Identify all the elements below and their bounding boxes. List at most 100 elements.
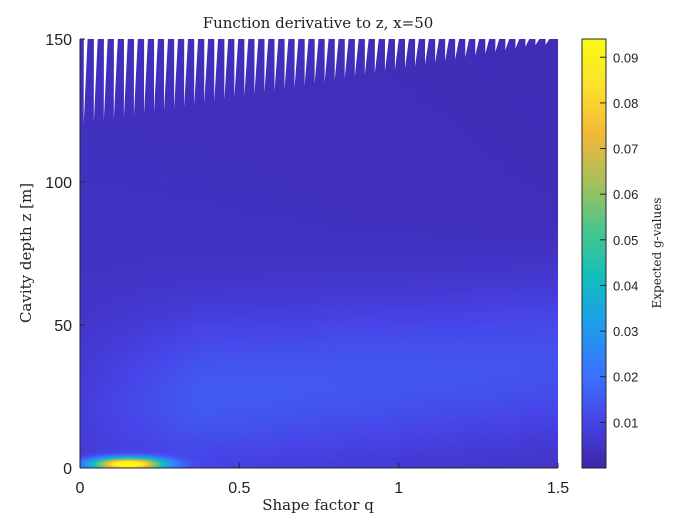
heat-cell xyxy=(329,339,336,346)
heat-cell xyxy=(473,425,479,432)
heat-cell xyxy=(319,409,325,415)
heat-cell xyxy=(313,441,320,448)
heat-cell xyxy=(483,194,490,201)
heat-cell xyxy=(239,403,246,410)
heat-cell xyxy=(552,205,558,212)
heat-cell xyxy=(462,339,469,346)
heat-cell xyxy=(483,296,490,303)
heat-cell xyxy=(494,301,501,308)
heat-cell xyxy=(542,333,548,340)
heat-cell xyxy=(244,167,251,174)
heat-cell xyxy=(382,285,389,292)
heat-cell xyxy=(287,291,294,297)
heat-cell xyxy=(526,371,533,378)
heat-cell xyxy=(388,387,394,394)
heat-cell xyxy=(451,178,458,185)
heat-cell xyxy=(531,199,538,206)
heat-cell xyxy=(457,441,463,448)
heat-cell xyxy=(159,392,166,399)
heat-cell xyxy=(106,435,113,442)
heat-cell xyxy=(276,403,283,410)
heat-cell xyxy=(223,167,230,174)
heat-cell xyxy=(350,376,357,383)
heat-cell xyxy=(244,189,251,196)
heat-cell xyxy=(239,376,246,383)
heat-cell xyxy=(143,253,150,260)
heat-cell xyxy=(175,387,182,394)
heat-cell xyxy=(111,183,118,190)
heat-cell xyxy=(234,425,240,432)
heat-cell xyxy=(271,339,278,346)
heat-cell xyxy=(180,376,187,383)
heat-cell xyxy=(196,178,203,185)
heat-cell xyxy=(329,398,336,405)
heat-cell xyxy=(520,457,527,464)
heat-cell xyxy=(488,301,495,308)
heat-cell xyxy=(520,414,527,421)
heat-cell xyxy=(531,274,538,281)
heat-cell xyxy=(260,366,267,373)
heat-cell xyxy=(297,355,304,362)
heat-cell xyxy=(191,301,198,308)
heat-cell xyxy=(170,285,177,292)
heat-cell xyxy=(398,291,405,297)
heat-cell xyxy=(467,451,474,458)
heat-cell xyxy=(510,189,517,196)
heat-cell xyxy=(409,366,416,373)
heat-cell xyxy=(478,296,485,303)
heat-cell xyxy=(297,312,304,319)
heat-cell xyxy=(366,366,373,373)
heat-cell xyxy=(473,366,479,373)
heat-cell xyxy=(324,291,331,297)
heat-cell xyxy=(265,414,272,421)
heat-cell xyxy=(154,392,161,399)
heat-cell xyxy=(180,414,187,421)
heat-cell xyxy=(170,237,177,244)
heat-cell xyxy=(504,248,511,255)
heat-cell xyxy=(138,226,145,233)
heat-cell xyxy=(180,307,187,314)
heat-cell xyxy=(542,237,548,244)
heat-cell xyxy=(526,274,533,281)
heat-cell xyxy=(446,323,453,330)
heat-cell xyxy=(196,183,203,190)
heat-cell xyxy=(90,350,97,356)
heat-cell xyxy=(356,328,363,335)
heat-cell xyxy=(159,441,166,448)
heat-cell xyxy=(239,323,246,330)
heat-cell xyxy=(202,387,209,394)
heat-cell xyxy=(499,274,506,281)
heat-cell xyxy=(271,280,278,287)
heat-cell xyxy=(552,339,558,346)
heat-cell xyxy=(435,360,442,367)
heat-cell xyxy=(281,226,288,233)
heat-cell xyxy=(345,178,352,185)
heat-cell xyxy=(313,242,320,249)
heat-cell xyxy=(207,285,214,292)
heat-cell xyxy=(488,189,495,196)
heat-cell xyxy=(372,355,379,362)
heat-cell xyxy=(281,419,288,426)
heat-cell xyxy=(154,237,161,244)
heat-cell xyxy=(382,333,389,340)
heat-cell xyxy=(504,173,511,180)
heat-cell xyxy=(154,387,161,394)
heat-cell xyxy=(127,183,134,190)
heat-cell xyxy=(446,382,453,389)
heat-cell xyxy=(473,280,479,287)
heat-cell xyxy=(149,199,155,206)
heat-cell xyxy=(319,178,325,185)
heat-cell xyxy=(531,242,538,249)
heat-cell xyxy=(138,307,145,314)
heat-cell xyxy=(393,392,400,399)
heat-cell xyxy=(122,328,129,335)
heat-cell xyxy=(143,307,150,314)
heat-cell xyxy=(483,173,490,180)
heat-cell xyxy=(419,253,426,260)
heat-cell xyxy=(90,253,97,260)
heat-cell xyxy=(499,232,506,239)
heat-cell xyxy=(207,167,214,174)
heat-cell xyxy=(276,317,283,324)
heat-cell xyxy=(398,178,405,185)
heat-cell xyxy=(308,409,315,415)
